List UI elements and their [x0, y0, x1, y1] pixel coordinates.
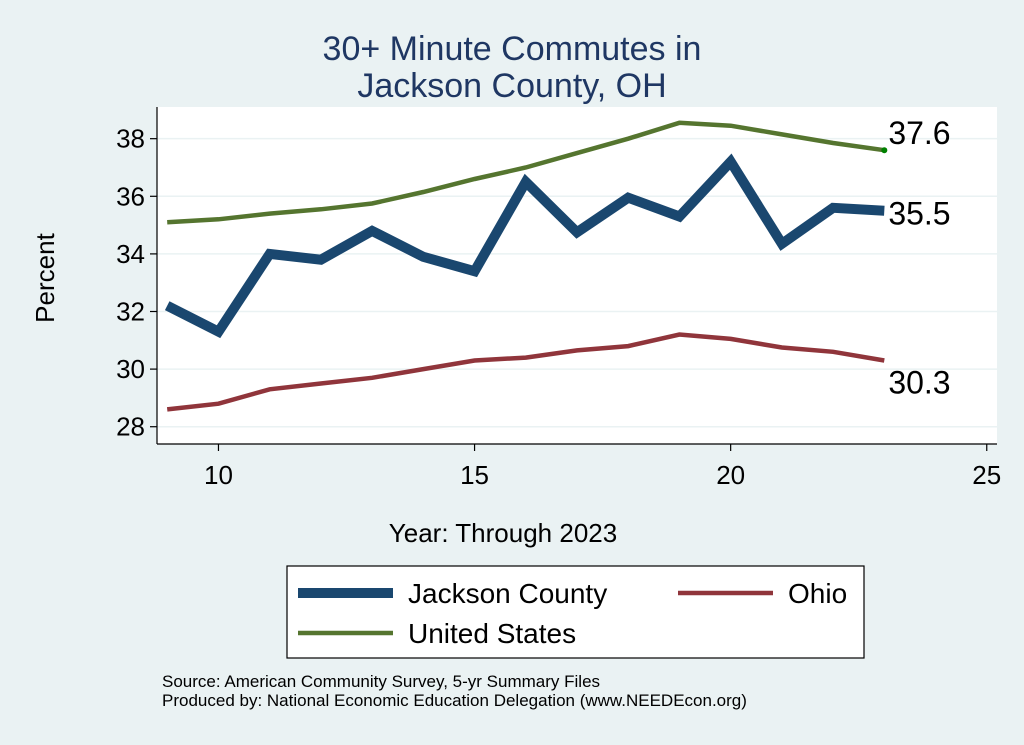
end-label-united-states: 37.6: [888, 115, 950, 151]
chart-title-line-2: Jackson County, OH: [357, 67, 667, 105]
legend-label-ohio: Ohio: [788, 578, 847, 609]
x-axis-title: Year: Through 2023: [388, 518, 618, 548]
y-tick-label-34: 34: [116, 239, 145, 269]
source-note: Source: American Community Survey, 5-yr …: [162, 672, 601, 691]
series-line-united-states: [167, 120, 885, 225]
series-line-jackson-county: [164, 153, 885, 339]
series-line-ohio: [166, 332, 885, 412]
y-tick-label-32: 32: [116, 297, 145, 327]
x-tick-label-25: 25: [972, 460, 1001, 490]
end-label-ohio: 30.3: [888, 364, 950, 400]
x-tick-label-15: 15: [460, 460, 489, 490]
y-axis-title: Percent: [30, 233, 60, 323]
y-tick-label-36: 36: [116, 181, 145, 211]
x-tick-label-20: 20: [716, 460, 745, 490]
end-label-jackson-county: 35.5: [888, 196, 950, 232]
y-tick-label-28: 28: [116, 412, 145, 442]
us-end-marker: [881, 147, 888, 154]
y-tick-label-38: 38: [116, 124, 145, 154]
legend-box: [286, 565, 865, 659]
x-tick-label-10: 10: [204, 460, 233, 490]
producer-note: Produced by: National Economic Education…: [162, 691, 747, 710]
plot-area: [157, 107, 997, 444]
legend-label-united-states: United States: [408, 618, 576, 649]
chart-title-line-1: 30+ Minute Commutes in: [322, 30, 702, 68]
legend-label-jackson-county: Jackson County: [408, 578, 607, 609]
y-tick-label-30: 30: [116, 354, 145, 384]
